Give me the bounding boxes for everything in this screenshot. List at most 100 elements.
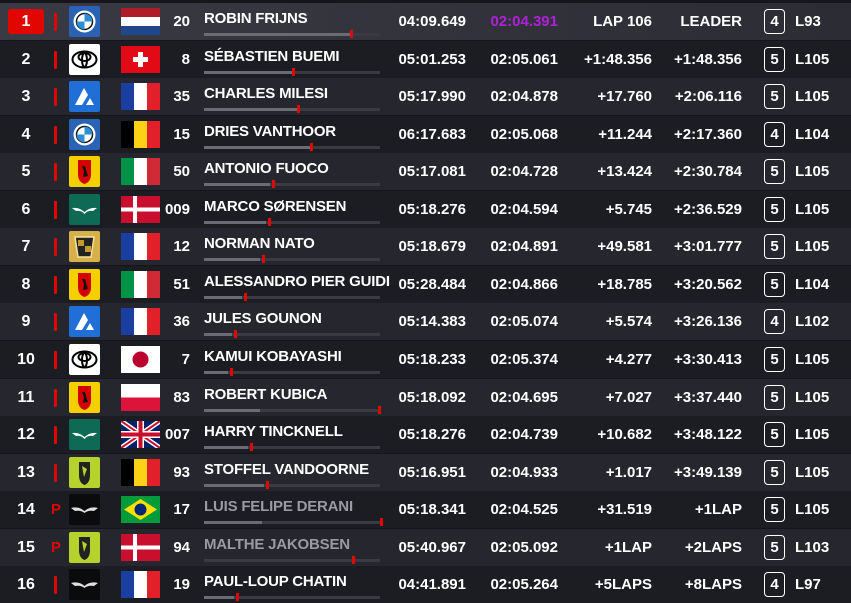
lap-count: L105 [795, 50, 830, 68]
lap-count: L105 [795, 501, 830, 519]
country-flag [121, 458, 160, 486]
lap-count: L105 [795, 388, 830, 406]
last-lap: 05:18.092 [398, 388, 466, 406]
driver-name: MALTHE JAKOBSEN [204, 535, 350, 553]
progress-fill [204, 295, 242, 299]
country-flag [121, 120, 160, 148]
lap-count: L105 [795, 200, 830, 218]
progress-fill [204, 370, 228, 374]
status-bar [54, 350, 57, 369]
stint-number: 5 [764, 497, 785, 523]
status-bar [54, 13, 57, 31]
stint-number: 5 [764, 159, 785, 185]
timing-row: 6 009 MARCO SØRENSEN 05:18.276 02:04.594 +5.7… [0, 190, 851, 228]
country-flag [121, 383, 160, 411]
best-lap: 02:04.525 [490, 501, 558, 519]
car-number: 83 [173, 388, 190, 406]
driver-name: ANTONIO FUOCO [204, 160, 329, 178]
progress-marker [310, 142, 313, 151]
timing-row: 7 12 NORMAN NATO 05:18.679 02:04.891 +49.581 +… [0, 228, 851, 266]
best-lap: 02:04.391 [490, 13, 558, 30]
best-lap: 02:05.074 [490, 313, 558, 331]
progress-track [204, 30, 380, 38]
driver-name: DRIES VANTHOOR [204, 122, 336, 140]
timing-row: 16 19 PAUL-LOUP CHATIN 04:41.891 02:05.264 +5… [0, 566, 851, 603]
status-bar [54, 125, 57, 144]
driver-name: CHARLES MILESI [204, 85, 328, 103]
manufacturer-logo [69, 343, 100, 375]
status-bar [54, 388, 57, 407]
last-lap: 05:18.276 [398, 426, 466, 444]
best-lap: 02:04.739 [490, 426, 558, 444]
interval: +18.785 [597, 275, 652, 293]
interval: LAP 106 [593, 13, 652, 30]
timing-row: 12 007 HARRY TINCKNELL 05:18.276 02:04.739 +1… [0, 416, 851, 454]
progress-fill [204, 183, 270, 187]
manufacturer-logo [69, 231, 100, 263]
last-lap: 05:18.233 [398, 350, 466, 368]
car-number: 17 [173, 501, 190, 519]
last-lap: 05:18.679 [398, 238, 466, 256]
best-lap: 02:04.866 [490, 275, 558, 293]
interval: +17.760 [597, 88, 652, 106]
gap-to-leader: +3:37.440 [674, 388, 742, 406]
car-number: 20 [173, 13, 190, 30]
interval: +13.424 [597, 163, 652, 181]
position: 6 [21, 200, 31, 218]
last-lap: 05:18.341 [398, 501, 466, 519]
timing-row: 15 P 94 MALTHE JAKOBSEN 05:40.967 02:05.092 +1… [0, 528, 851, 566]
last-lap: 06:17.683 [398, 125, 466, 143]
progress-track [204, 555, 380, 564]
position: 11 [17, 388, 35, 406]
gap-to-leader: +3:26.136 [674, 313, 742, 331]
interval: +10.682 [597, 426, 652, 444]
car-number: 7 [181, 350, 190, 368]
status-bar [54, 313, 57, 332]
interval: +4.277 [605, 350, 652, 368]
timing-row: 10 7 KAMUI KOBAYASHI 05:18.233 02:05.374 +4.2… [0, 340, 851, 378]
position: 10 [17, 350, 35, 368]
lap-count: L103 [795, 538, 830, 556]
interval: +1LAP [604, 538, 652, 556]
progress-track [204, 255, 380, 264]
progress-marker [230, 367, 233, 376]
last-lap: 05:17.990 [398, 88, 466, 106]
interval: +5.745 [605, 200, 652, 218]
stint-number: 5 [764, 46, 785, 72]
progress-marker [268, 217, 271, 226]
progress-marker [292, 67, 295, 76]
last-lap: 05:01.253 [398, 50, 466, 68]
lap-count: L105 [795, 426, 830, 444]
progress-track [204, 217, 380, 226]
status-bar [54, 275, 57, 294]
progress-fill [204, 333, 232, 337]
best-lap: 02:04.728 [490, 163, 558, 181]
car-number: 50 [173, 163, 190, 181]
car-number: 009 [164, 200, 190, 218]
gap-to-leader: +1:48.356 [674, 50, 742, 68]
stint-number: 4 [764, 121, 785, 147]
stint-number: 5 [764, 459, 785, 485]
status-bar [54, 238, 57, 257]
progress-track [204, 330, 380, 339]
timing-row: 1 20 ROBIN FRIJNS 04:09.649 02:04.391 LAP 106… [0, 3, 851, 40]
interval: +49.581 [597, 238, 652, 256]
progress-fill [204, 521, 262, 525]
driver-name: ALESSANDRO PIER GUIDI [204, 272, 390, 290]
car-number: 12 [173, 238, 190, 256]
progress-marker [350, 30, 353, 38]
best-lap: 02:05.068 [490, 125, 558, 143]
gap-to-leader: +3:01.777 [674, 238, 742, 256]
progress-marker [378, 405, 381, 414]
interval: +7.027 [605, 388, 652, 406]
progress-fill [204, 258, 260, 262]
timing-row: 13 93 STOFFEL VANDOORNE 05:16.951 02:04.933 +… [0, 453, 851, 491]
progress-track [204, 142, 380, 151]
car-number: 007 [164, 426, 190, 444]
timing-row: 5 50 ANTONIO FUOCO 05:17.081 02:04.728 +13.42… [0, 153, 851, 191]
best-lap: 02:04.891 [490, 238, 558, 256]
country-flag [121, 8, 160, 35]
manufacturer-logo [69, 381, 100, 413]
position: 7 [21, 238, 31, 256]
